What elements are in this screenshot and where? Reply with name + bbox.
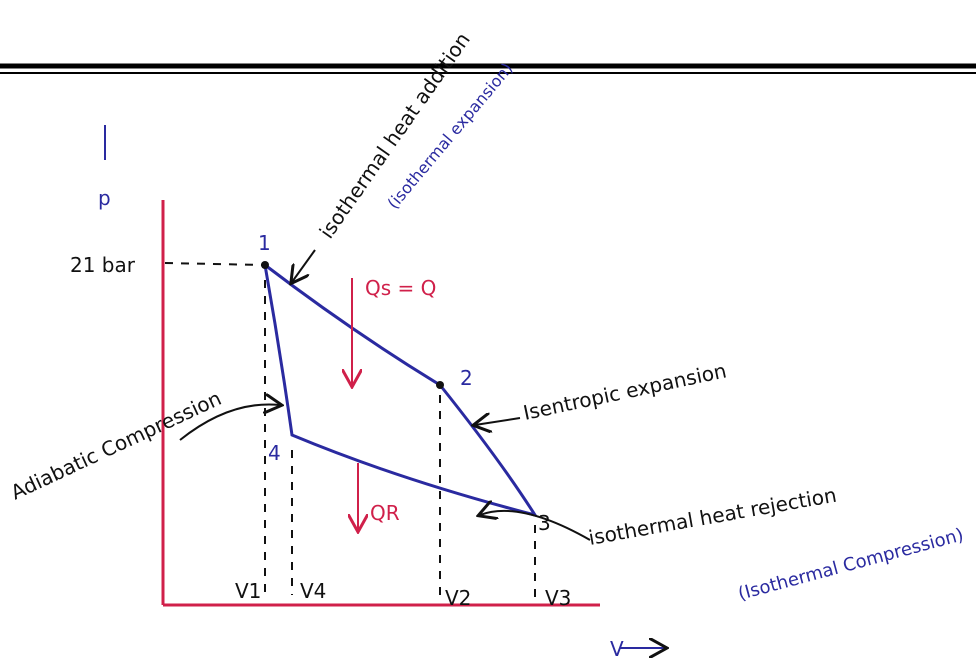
annotation: (Isothermal Compression) [736, 524, 966, 604]
arrow [475, 418, 520, 425]
volume-label: V3 [545, 586, 571, 610]
volume-label: V2 [445, 586, 471, 610]
volume-label: V4 [300, 579, 326, 603]
point [436, 381, 444, 389]
point-label: 1 [258, 231, 271, 255]
annotation: Isentropic expansion [521, 358, 729, 425]
cycle [265, 265, 535, 515]
x-label: V [610, 637, 624, 661]
y-label: p [98, 186, 111, 210]
annotation: Adiabatic Compression [7, 386, 225, 505]
point-label: 4 [268, 441, 281, 465]
annotation: Qs = Q [365, 276, 436, 300]
annotation: QR [370, 501, 400, 525]
pressure-label: 21 bar [70, 253, 136, 277]
arrow [292, 250, 315, 282]
point-label: 2 [460, 366, 473, 390]
annotation: isothermal heat rejection [587, 483, 839, 550]
point-label: 3 [538, 511, 551, 535]
dash [165, 263, 265, 265]
diagram: p 21 bar V 1 2 3 4 V1 V4 V2 V3 isotherma… [0, 0, 976, 667]
volume-label: V1 [235, 579, 261, 603]
point [261, 261, 269, 269]
